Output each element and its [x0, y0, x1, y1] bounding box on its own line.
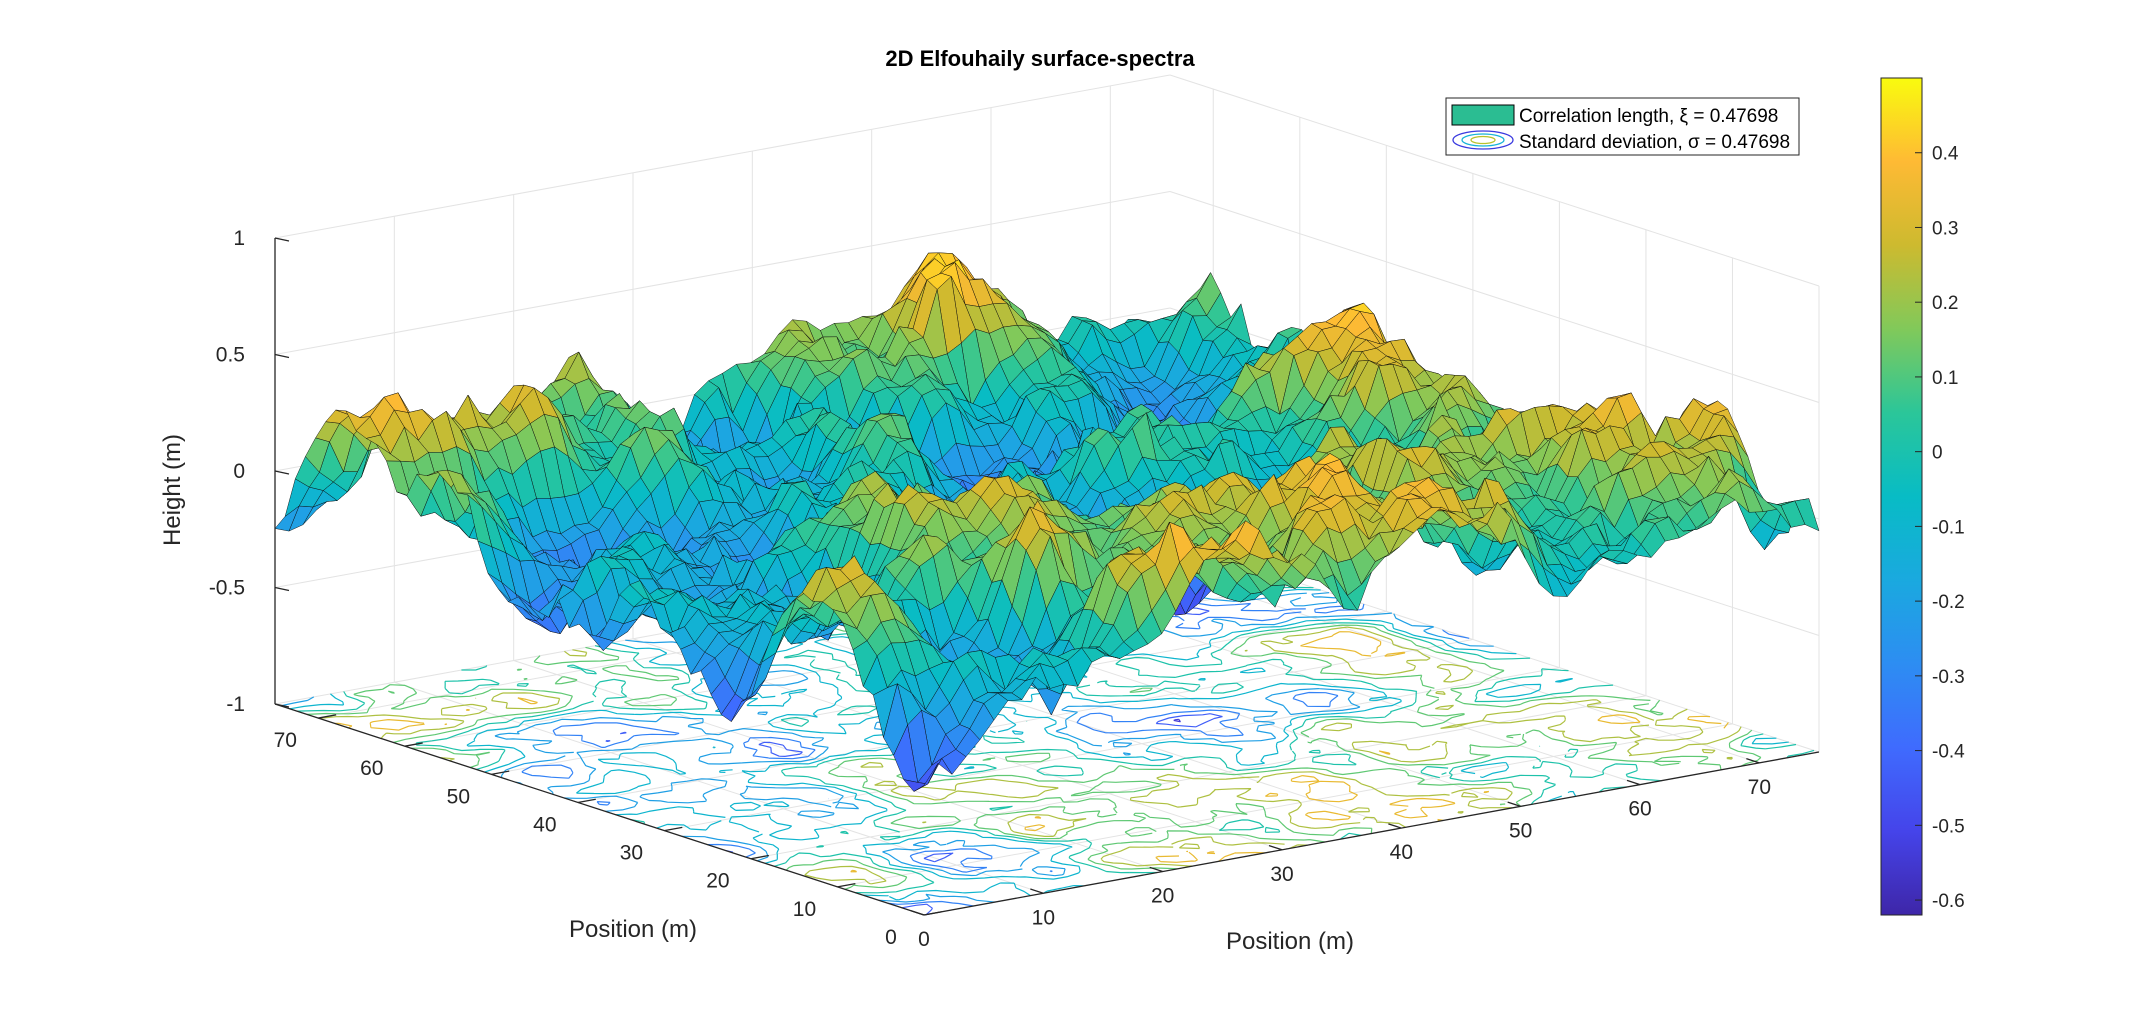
- legend-contour-swatch: [1452, 130, 1514, 150]
- z-tick-label: 1: [233, 227, 245, 250]
- y-tick-label: 70: [274, 729, 297, 752]
- colorbar-tick-label: 0.4: [1932, 144, 1959, 165]
- y-tick-label: 40: [533, 813, 556, 836]
- y-axis-label: Position (m): [569, 916, 697, 943]
- legend-surface-swatch: [1451, 104, 1515, 126]
- surface-mesh: [274, 252, 1820, 792]
- colorbar-tick-label: 0.2: [1932, 293, 1958, 314]
- y-tick-label: 30: [620, 842, 643, 865]
- y-tick-label: 50: [447, 785, 470, 808]
- colorbar: 0.4 0.3 0.2 0.1 0 -0.1 -0.2 -0.3 -0.4 -0.5 -0.6: [1880, 77, 1965, 916]
- colorbar-ticks: 0.4 0.3 0.2 0.1 0 -0.1 -0.2 -0.3 -0.4 -0.5 -0.6: [1915, 144, 1965, 912]
- contour-projection: [280, 542, 1815, 916]
- z-tick-label: 0.5: [216, 344, 245, 367]
- colorbar-tick-label: -0.4: [1932, 742, 1965, 763]
- x-tick-label: 50: [1509, 819, 1532, 842]
- legend-entry-std: Standard deviation, σ = 0.47698: [1519, 132, 1790, 153]
- x-tick-label: 60: [1628, 798, 1651, 821]
- y-tick-label: 60: [360, 757, 383, 780]
- x-axis-label: Position (m): [1226, 928, 1354, 955]
- colorbar-tick-label: 0.3: [1932, 218, 1958, 239]
- chart-title: 2D Elfouhaily surface-spectra: [885, 46, 1195, 71]
- y-tick-label: 10: [793, 898, 816, 921]
- x-tick-label: 10: [1032, 906, 1055, 929]
- axes: 0 10 20 30 40 50 60 70 0 10 20 30 40 50 60 70 -1 -0.5 0 0.5…: [209, 227, 1820, 951]
- colorbar-tick-label: -0.1: [1932, 517, 1965, 538]
- x-tick-label: 20: [1151, 885, 1174, 908]
- x-tick-label: 30: [1270, 863, 1293, 886]
- x-tick-label: 0: [918, 928, 930, 951]
- colorbar-tick-label: -0.5: [1932, 816, 1965, 837]
- colorbar-tick-label: -0.6: [1932, 891, 1965, 912]
- z-tick-label: -1: [226, 693, 245, 716]
- x-tick-label: 40: [1390, 841, 1413, 864]
- colorbar-gradient: [1880, 77, 1923, 916]
- colorbar-tick-label: -0.2: [1932, 592, 1965, 613]
- z-axis-label: Height (m): [159, 434, 186, 546]
- colorbar-tick-label: 0.1: [1932, 368, 1958, 389]
- x-tick-label: 70: [1748, 776, 1771, 799]
- y-tick-label: 20: [706, 870, 729, 893]
- colorbar-tick-label: 0: [1932, 443, 1943, 464]
- colorbar-tick-label: -0.3: [1932, 667, 1965, 688]
- z-tick-label: 0: [233, 460, 245, 483]
- legend-entry-correlation: Correlation length, ξ = 0.47698: [1519, 106, 1778, 127]
- legend[interactable]: Correlation length, ξ = 0.47698 Standard…: [1445, 97, 1800, 156]
- y-tick-label: 0: [885, 926, 897, 949]
- z-tick-label: -0.5: [209, 577, 245, 600]
